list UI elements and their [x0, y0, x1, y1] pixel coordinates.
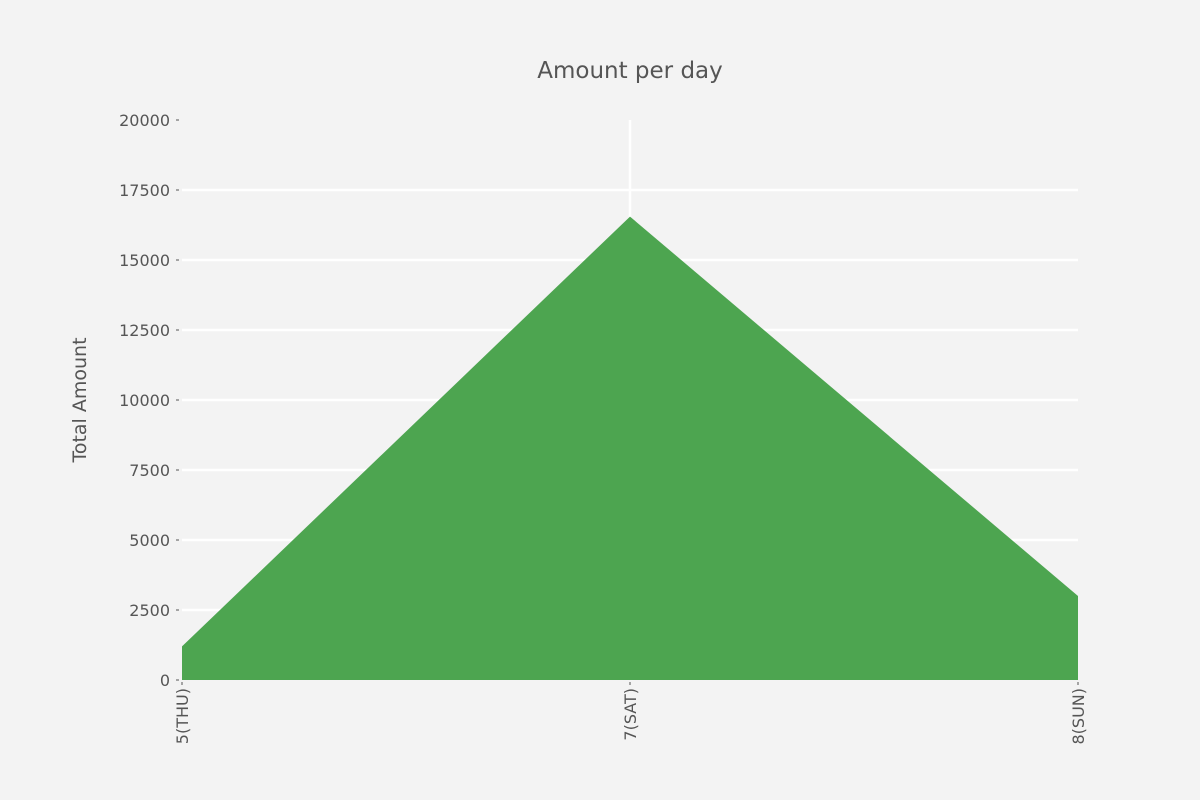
x-tick-label: 5(THU)	[173, 688, 192, 744]
y-tick-label: 12500	[119, 321, 170, 340]
area-series	[182, 216, 1078, 680]
y-tick-label: 0	[160, 671, 170, 690]
y-tick-label: 10000	[119, 391, 170, 410]
axis-layer: 0 2500 5000 7500 10000 12500 15000 17500 20000 5(…	[119, 111, 1088, 745]
y-tick-label: 20000	[119, 111, 170, 130]
y-tick-label: 17500	[119, 181, 170, 200]
area-layer	[182, 216, 1078, 680]
y-tick-label: 5000	[129, 531, 170, 550]
x-tick-label: 8(SUN)	[1069, 688, 1088, 745]
y-axis-label: Total Amount	[69, 337, 91, 463]
y-tick-label: 7500	[129, 461, 170, 480]
x-tick-label: 7(SAT)	[621, 688, 640, 741]
y-tick-label: 15000	[119, 251, 170, 270]
y-tick-label: 2500	[129, 601, 170, 620]
chart-title: Amount per day	[537, 58, 723, 84]
